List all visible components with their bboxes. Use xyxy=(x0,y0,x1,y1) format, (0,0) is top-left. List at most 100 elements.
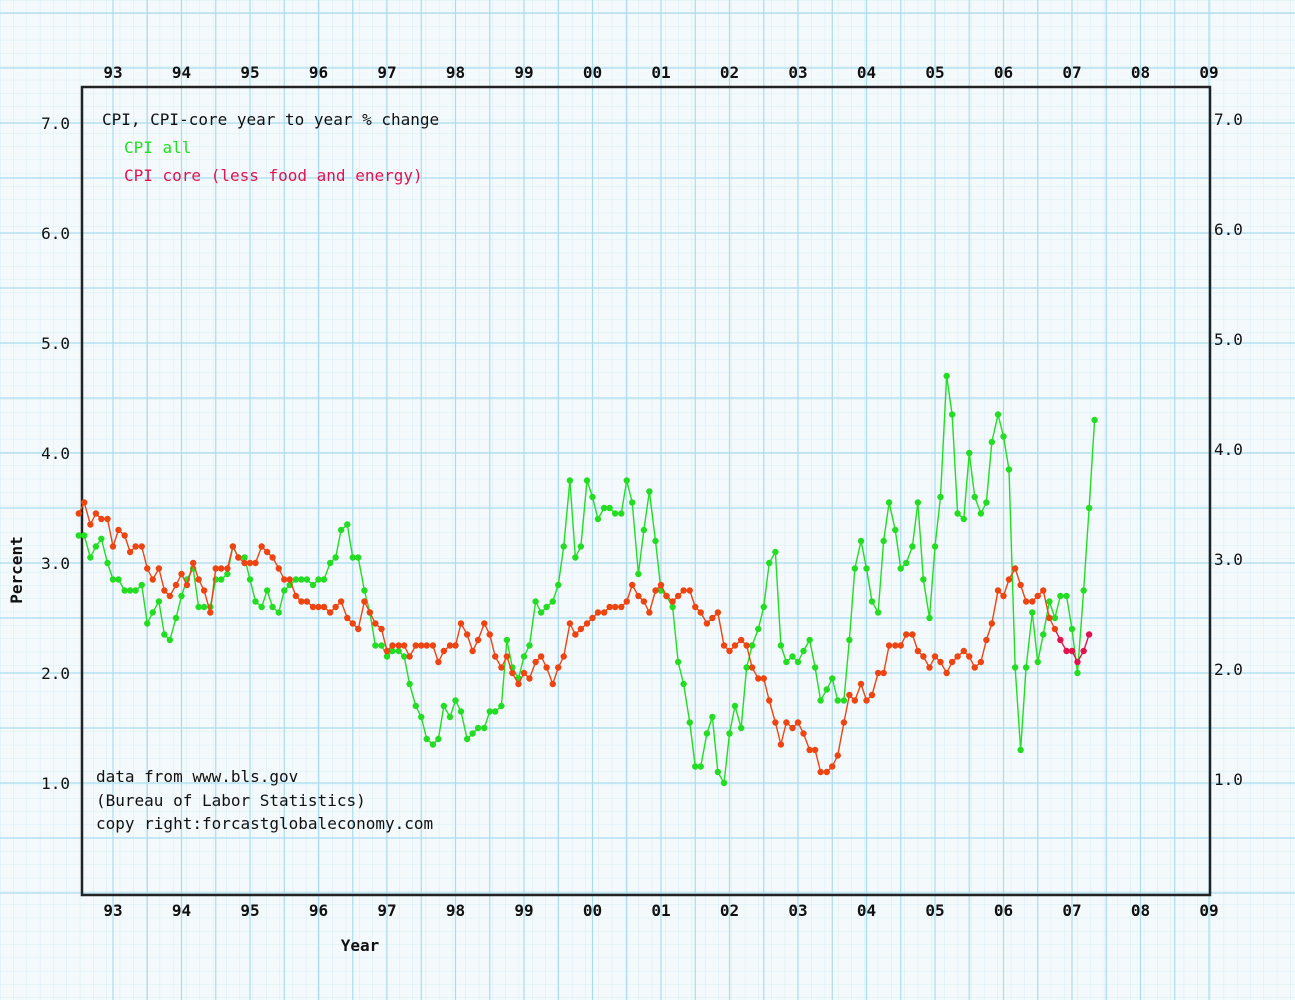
series-line-segment xyxy=(860,540,868,569)
x-tick-label-top: 00 xyxy=(583,63,602,82)
data-point xyxy=(857,680,865,688)
data-point xyxy=(161,587,168,594)
plot-frame xyxy=(80,85,1212,897)
data-point xyxy=(623,598,630,605)
y-tick-label-right: 6.0 xyxy=(1214,220,1243,239)
x-tick-label-top: 03 xyxy=(788,63,807,82)
data-point xyxy=(520,653,528,660)
data-point xyxy=(81,532,88,539)
x-tick-label-top: 04 xyxy=(857,63,876,82)
data-point xyxy=(526,642,533,649)
data-point xyxy=(743,642,750,649)
x-tick-label-bottom: 98 xyxy=(446,901,465,920)
data-point xyxy=(1046,614,1053,622)
data-point xyxy=(772,719,779,726)
series-line-segment xyxy=(1037,634,1044,663)
data-point xyxy=(1068,647,1076,655)
data-point xyxy=(748,642,756,649)
data-point xyxy=(372,620,379,627)
data-point xyxy=(435,658,442,666)
data-point xyxy=(880,537,887,545)
data-point xyxy=(686,587,693,594)
series-line-segment xyxy=(774,551,782,646)
data-point xyxy=(549,598,556,605)
data-point xyxy=(474,724,482,732)
x-tick-label-top: 99 xyxy=(514,63,533,82)
data-point xyxy=(361,587,368,594)
series-line-segment xyxy=(723,733,731,784)
data-point xyxy=(840,697,848,704)
series-line-segment xyxy=(757,606,765,630)
data-point xyxy=(714,609,722,616)
data-point xyxy=(315,603,322,611)
data-point xyxy=(315,576,322,583)
x-tick-label-top: 05 xyxy=(925,63,944,82)
x-tick-label-top: 02 xyxy=(720,63,739,82)
data-point xyxy=(834,697,841,704)
series-line-segment xyxy=(945,375,953,415)
data-point xyxy=(149,576,156,583)
series-line-segment xyxy=(843,639,851,701)
x-tick-label-top: 09 xyxy=(1199,63,1218,82)
data-point xyxy=(121,532,128,539)
data-point xyxy=(1085,504,1093,512)
series-line-segment xyxy=(911,502,919,547)
data-point xyxy=(474,636,482,644)
series-line-segment xyxy=(437,705,445,740)
series-line-segment xyxy=(249,579,257,602)
data-point xyxy=(98,515,105,523)
data-point xyxy=(789,724,796,732)
data-point xyxy=(383,647,391,655)
data-point xyxy=(914,647,922,655)
data-point xyxy=(640,526,648,534)
data-point xyxy=(224,565,231,572)
data-point xyxy=(132,543,139,550)
series-line-segment xyxy=(837,722,845,756)
series-line-segment xyxy=(169,617,177,641)
data-point xyxy=(874,669,882,677)
data-point xyxy=(811,664,819,671)
series-line-segment xyxy=(780,722,788,745)
data-point xyxy=(1017,581,1024,589)
series-line-segment xyxy=(631,502,640,575)
data-point xyxy=(926,664,933,671)
data-point xyxy=(583,477,591,484)
data-point xyxy=(851,565,859,572)
series-cpi-core xyxy=(75,499,1093,776)
series-line-segment xyxy=(894,529,902,569)
y-tick-label-right: 2.0 xyxy=(1214,660,1243,679)
data-point xyxy=(252,559,259,567)
data-point xyxy=(703,730,711,737)
data-point xyxy=(731,702,739,710)
data-point xyxy=(566,477,574,484)
data-point xyxy=(846,691,853,699)
x-tick-label-top: 07 xyxy=(1062,63,1081,82)
x-tick-label-top: 96 xyxy=(309,63,328,82)
data-point xyxy=(98,535,105,542)
data-point xyxy=(75,510,82,517)
data-point xyxy=(783,658,790,666)
series-line-segment xyxy=(740,667,748,729)
data-point xyxy=(737,724,745,732)
x-tick-label-top: 93 xyxy=(103,63,122,82)
data-point xyxy=(178,570,185,578)
data-point xyxy=(823,768,830,776)
data-point xyxy=(344,614,351,622)
series-line-segment xyxy=(643,491,651,531)
data-point xyxy=(692,763,699,770)
data-point xyxy=(720,779,728,787)
data-point xyxy=(611,510,619,517)
series-line-segment xyxy=(963,452,970,520)
data-point xyxy=(183,581,191,589)
data-point xyxy=(846,636,853,644)
data-point xyxy=(155,598,163,605)
series-line-segment xyxy=(83,502,92,525)
y-tick-label-right: 1.0 xyxy=(1214,770,1243,789)
data-point xyxy=(355,625,362,633)
data-point xyxy=(1074,658,1081,666)
data-point xyxy=(760,675,767,682)
data-point xyxy=(897,642,904,649)
data-point xyxy=(395,642,402,649)
series-layer xyxy=(75,372,1098,787)
data-point xyxy=(646,609,653,616)
